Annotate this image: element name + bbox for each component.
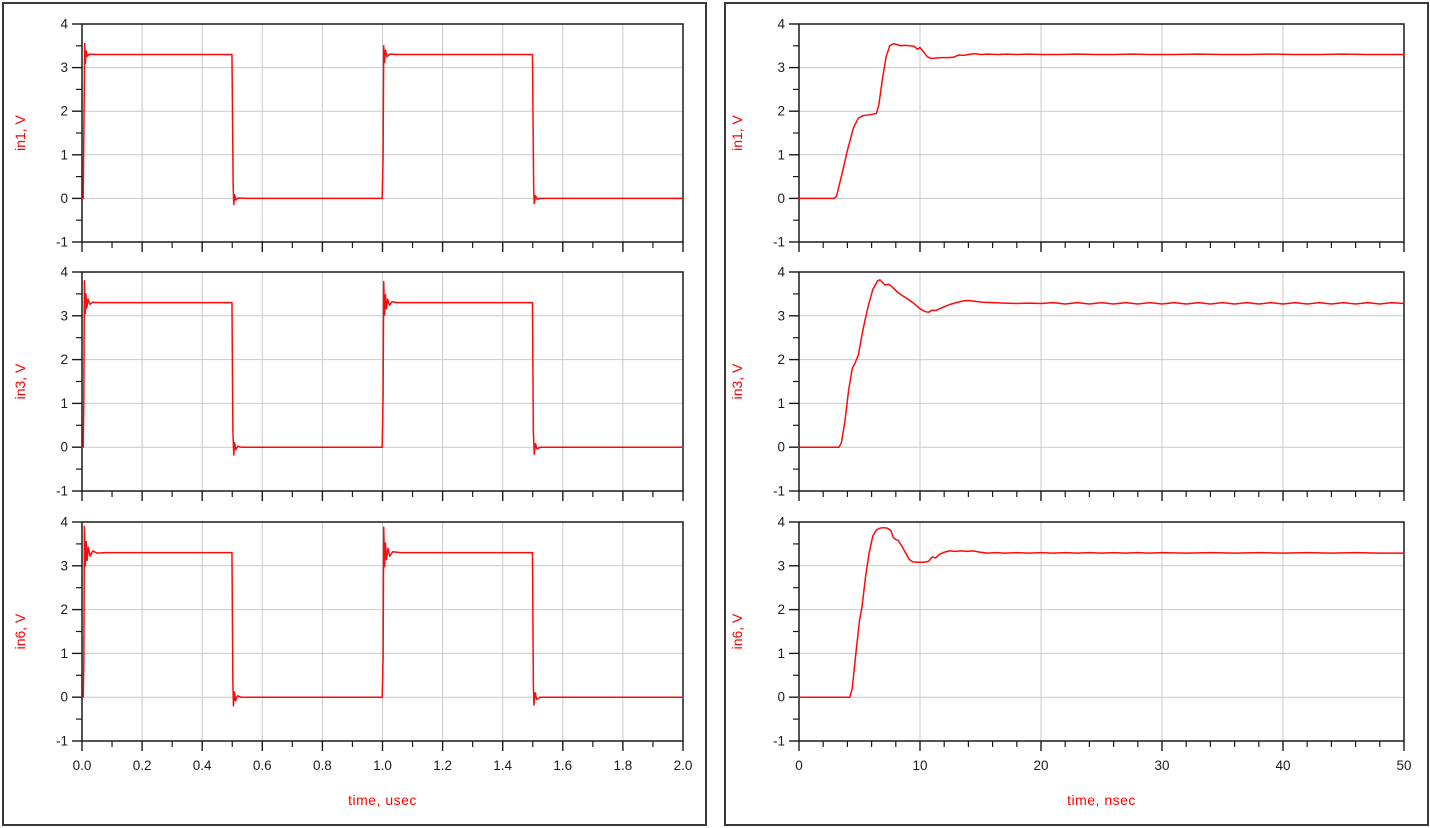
waveform-trace: [798, 279, 1405, 448]
subplot-in1v: -1 0 1 2 3 4 in1, V: [12, 17, 684, 252]
y-tick-label: 1: [777, 396, 785, 411]
x-tick-label: 1.8: [614, 758, 633, 773]
x-tick-label: 0.8: [313, 758, 332, 773]
y-tick-label: 4: [60, 17, 68, 32]
x-axis-title: time, usec: [348, 792, 417, 808]
x-tick-label: 0.0: [73, 758, 92, 773]
plot-frame: [798, 521, 1405, 742]
y-tick-label: 3: [777, 308, 785, 323]
y-axis-title: in3, V: [729, 363, 745, 399]
plot-frame: [798, 23, 1405, 243]
y-tick-label: 3: [60, 60, 68, 75]
subplot-in6v: -1 0 1 2 3 4 0.0 0.2 0.4 0.6 0.8 1.0 1.2 1.4 1.6 1.8 2.0…: [12, 515, 692, 774]
y-tick-label: 1: [60, 646, 68, 661]
y-tick-label: -1: [56, 235, 68, 250]
x-tick-label: 1.2: [433, 758, 452, 773]
waveform-trace: [798, 42, 1405, 200]
waveform-trace: [81, 42, 684, 206]
y-tick-label: 3: [777, 558, 785, 573]
y-tick-label: 0: [60, 440, 68, 455]
x-tick-label: 0: [795, 758, 803, 773]
y-tick-label: 2: [60, 104, 68, 119]
x-tick-label: 1.0: [373, 758, 392, 773]
y-tick-label: 1: [60, 147, 68, 162]
x-tick-label: 0.6: [253, 758, 272, 773]
subplot-in3v: -1 0 1 2 3 4 in3, V: [12, 265, 684, 501]
y-tick-label: 3: [60, 308, 68, 323]
y-axis-title: in1, V: [729, 114, 745, 150]
y-tick-label: 1: [777, 646, 785, 661]
y-tick-label: -1: [773, 235, 785, 250]
y-tick-label: 0: [777, 191, 785, 206]
x-tick-label: 0.2: [133, 758, 152, 773]
y-tick-label: 0: [60, 191, 68, 206]
y-tick-label: 2: [777, 352, 785, 367]
y-tick-label: 2: [60, 352, 68, 367]
plot-frame: [798, 271, 1405, 492]
y-axis-title: in3, V: [12, 363, 28, 399]
y-tick-label: 4: [60, 265, 68, 280]
y-axis-title: in1, V: [12, 114, 28, 150]
y-tick-label: 4: [777, 515, 785, 530]
y-tick-label: 2: [60, 602, 68, 617]
x-tick-label: 50: [1396, 758, 1411, 773]
subplot-in1v: -1 0 1 2 3 4 in1, V: [729, 17, 1405, 252]
x-axis-title: time, nsec: [1067, 792, 1136, 808]
waveform-trace: [798, 526, 1405, 698]
x-tick-label: 2.0: [674, 758, 693, 773]
transient-overview-panel: -1 0 1 2 3 4 in1, V -1 0 1 2 3 4 in3, V -1 0 1 2 3 4 0.0 0.2 0…: [2, 2, 707, 826]
y-tick-label: 4: [777, 265, 785, 280]
y-tick-label: 2: [777, 104, 785, 119]
transient-overview-charts: -1 0 1 2 3 4 in1, V -1 0 1 2 3 4 in3, V -1 0 1 2 3 4 0.0 0.2 0…: [12, 17, 692, 809]
y-tick-label: -1: [773, 484, 785, 499]
y-axis-title: in6, V: [12, 613, 28, 649]
subplot-in3v: -1 0 1 2 3 4 in3, V: [729, 265, 1405, 501]
x-tick-label: 40: [1275, 758, 1290, 773]
y-tick-label: 3: [60, 558, 68, 573]
x-tick-label: 20: [1033, 758, 1048, 773]
y-tick-label: -1: [56, 484, 68, 499]
y-tick-label: 1: [777, 147, 785, 162]
x-tick-label: 1.4: [493, 758, 512, 773]
y-axis-title: in6, V: [729, 613, 745, 649]
rising-edge-detail-panel: -1 0 1 2 3 4 in1, V -1 0 1 2 3 4 in3, V -1 0 1 2 3 4 0 10 20 30…: [724, 2, 1429, 826]
x-tick-label: 0.4: [193, 758, 212, 773]
y-tick-label: 0: [777, 690, 785, 705]
y-tick-label: 3: [777, 60, 785, 75]
y-tick-label: 2: [777, 602, 785, 617]
waveform-trace: [81, 280, 684, 456]
y-tick-label: -1: [773, 734, 785, 749]
y-tick-label: 4: [777, 17, 785, 32]
x-tick-label: 30: [1154, 758, 1169, 773]
y-tick-label: 4: [60, 515, 68, 530]
x-tick-label: 10: [912, 758, 927, 773]
y-tick-label: 0: [60, 690, 68, 705]
y-tick-label: -1: [56, 734, 68, 749]
waveform-trace: [81, 525, 684, 707]
x-tick-label: 1.6: [553, 758, 572, 773]
y-tick-label: 1: [60, 396, 68, 411]
y-tick-label: 0: [777, 440, 785, 455]
